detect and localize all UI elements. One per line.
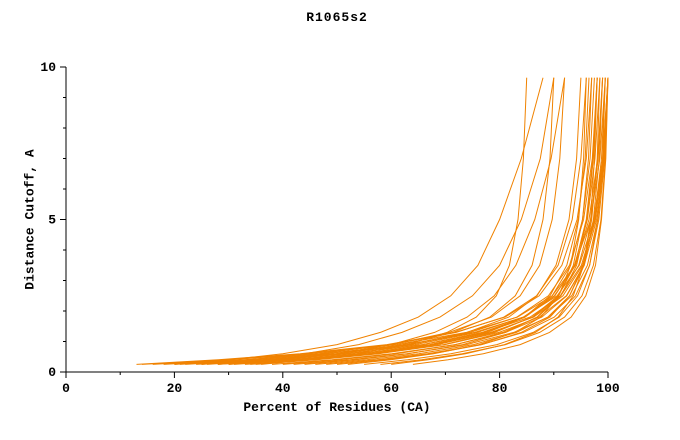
model-curve-m26	[347, 77, 587, 365]
model-curve-m19	[271, 77, 606, 365]
y-axis-label: Distance Cutoff, A	[22, 149, 38, 290]
x-tick-label: 20	[167, 381, 183, 396]
x-axis-label: Percent of Residues (CA)	[243, 400, 431, 415]
model-curve-m17	[255, 77, 598, 365]
x-tick-label: 0	[62, 381, 70, 396]
model-curve-m11	[217, 77, 609, 365]
model-curve-m05	[174, 77, 598, 365]
model-curve-m24	[326, 77, 609, 365]
model-curve-m23	[315, 77, 604, 365]
y-tick-label: 5	[48, 213, 56, 228]
model-curve-m33	[228, 77, 566, 365]
model-curve-m09	[201, 77, 582, 365]
model-curve-m15	[244, 77, 609, 365]
model-curve-m06	[179, 77, 566, 365]
model-curve-m18	[261, 77, 528, 365]
y-tick-label: 0	[48, 365, 56, 380]
model-curve-m31	[174, 77, 544, 365]
model-curve-m01	[136, 77, 593, 365]
x-tick-label: 100	[596, 381, 620, 396]
model-curve-m29	[391, 77, 598, 365]
model-curve-m32	[201, 77, 555, 365]
chart-title: R1065s2	[306, 10, 368, 25]
model-curve-m21	[293, 77, 609, 365]
x-tick-label: 60	[383, 381, 399, 396]
model-curve-m30	[412, 77, 609, 365]
model-curve-m14	[233, 77, 604, 365]
model-curve-m22	[304, 77, 593, 365]
x-tick-label: 40	[275, 381, 291, 396]
model-curve-m28	[380, 77, 609, 365]
x-tick-label: 80	[492, 381, 508, 396]
model-curve-m27	[364, 77, 606, 365]
y-tick-label: 10	[40, 60, 56, 75]
model-curve-m20	[282, 77, 598, 365]
model-curve-m02	[141, 77, 606, 365]
